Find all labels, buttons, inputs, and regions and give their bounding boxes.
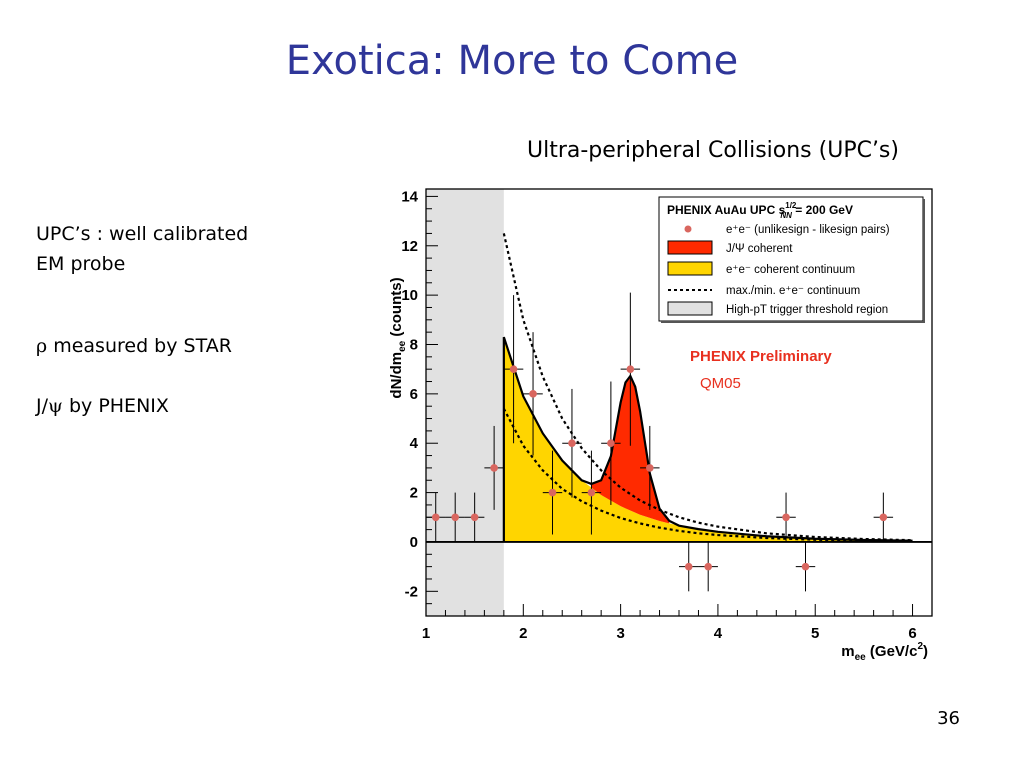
jpsi-prefix: J/ [36, 395, 49, 417]
point-marker [470, 513, 479, 522]
y-tick-label: 12 [401, 238, 418, 255]
x-tick-label: 3 [616, 625, 624, 642]
legend-swatch-jpsi [667, 240, 713, 255]
data-point [601, 381, 621, 505]
bullet-rho: ρ measured by STAR [36, 331, 248, 361]
rho-symbol: ρ [36, 335, 48, 357]
legend-marker-points [684, 225, 692, 233]
psi-symbol: ψ [48, 395, 63, 417]
legend-entry-maxmin: max./min. e⁺e⁻ continuum [726, 285, 860, 297]
legend-swatch-continuum [667, 261, 713, 276]
legend-entry-jpsi: J/Ψ coherent [726, 243, 793, 255]
y-tick-label: 4 [410, 435, 419, 452]
preliminary-label: PHENIX Preliminary [690, 348, 832, 365]
point-marker [607, 439, 615, 448]
point-marker [587, 488, 596, 497]
slide-number: 36 [937, 708, 960, 729]
data-point [503, 295, 524, 444]
bullet-upc-line2: EM probe [36, 253, 126, 275]
legend-entry-continuum: e⁺e⁻ coherent continuum [726, 264, 855, 276]
point-marker [568, 439, 576, 448]
data-point [542, 450, 563, 535]
y-tick-label: 2 [410, 485, 418, 502]
point-marker [646, 464, 654, 472]
data-point [640, 425, 660, 510]
data-point [873, 492, 894, 542]
bullet-list: UPC’s : well calibrated EM probe ρ measu… [36, 219, 248, 421]
data-point [581, 450, 602, 535]
threshold-region [426, 189, 504, 616]
point-marker [451, 513, 459, 522]
y-tick-label: 6 [410, 386, 418, 403]
bullet-upc-line1: UPC’s : well calibrated [36, 223, 249, 245]
legend-header: PHENIX AuAu UPC s1/2 NN = 200 GeV [667, 201, 853, 220]
data-point [679, 541, 699, 592]
x-tick-label: 5 [811, 625, 819, 642]
y-tick-label: 0 [410, 534, 418, 551]
data-point [698, 541, 718, 592]
bullet-jpsi: J/ψ by PHENIX [36, 391, 248, 421]
x-tick-label: 4 [714, 625, 723, 642]
legend-entry-threshold: High-pT trigger threshold region [726, 304, 888, 316]
point-marker [548, 488, 557, 497]
legend-swatch-threshold [667, 301, 713, 316]
point-marker [626, 365, 635, 373]
data-point [620, 292, 641, 446]
y-axis-label: dN/dmee (counts) [388, 277, 408, 398]
data-point [464, 492, 485, 542]
point-marker [879, 513, 888, 522]
x-tick-label: 6 [908, 625, 916, 642]
point-marker [801, 562, 810, 571]
point-marker [704, 562, 712, 571]
point-marker [529, 390, 537, 398]
legend-entry-points: e⁺e⁻ (unlikesign - likesign pairs) [726, 224, 890, 236]
y-tick-label: 8 [410, 336, 418, 353]
chart-legend: PHENIX AuAu UPC s1/2 NN = 200 GeV e⁺e⁻ (u… [658, 196, 925, 323]
y-tick-label: 14 [401, 188, 418, 205]
bullet-jpsi-text: by PHENIX [68, 395, 169, 417]
slide-title: Exotica: More to Come [285, 38, 739, 84]
data-point [523, 332, 543, 456]
data-point [776, 492, 796, 542]
data-point [562, 388, 582, 498]
y-tick-label: -2 [405, 583, 418, 600]
point-marker [684, 562, 693, 571]
chart-subtitle: Ultra-peripheral Collisions (UPC’s) [527, 138, 899, 163]
data-point [795, 541, 816, 592]
data-point [484, 425, 504, 510]
x-axis-label: mee (GeV/c2) [841, 641, 928, 663]
y-tick-label: 10 [401, 287, 418, 304]
bullet-rho-text: measured by STAR [53, 335, 232, 357]
conference-label: QM05 [700, 375, 741, 392]
point-marker [509, 365, 518, 373]
total-fit-curve [502, 336, 913, 542]
point-marker [782, 513, 790, 522]
point-marker [490, 464, 498, 472]
x-tick-label: 2 [519, 625, 527, 642]
data-point [445, 492, 465, 542]
point-marker [431, 513, 440, 522]
x-tick-label: 1 [422, 625, 430, 642]
continuum-fill [503, 337, 913, 542]
